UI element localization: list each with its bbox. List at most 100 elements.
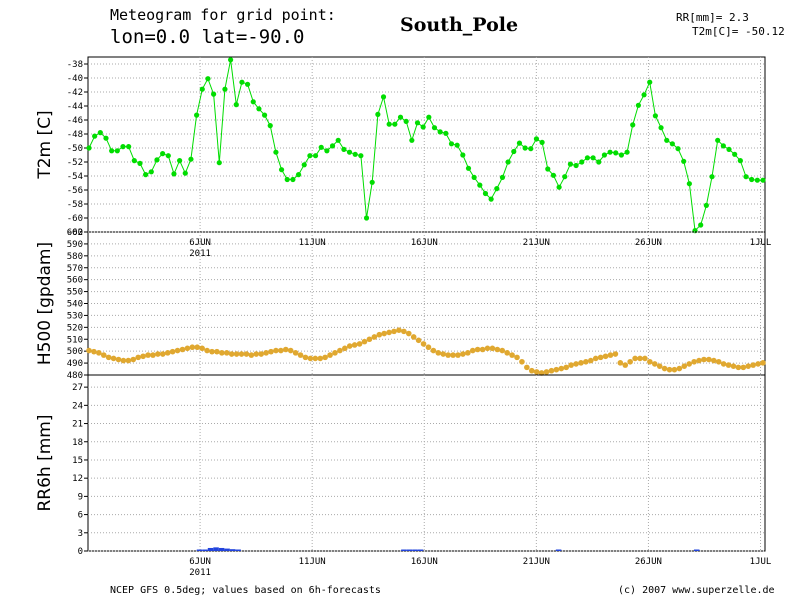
- h500-data-point: [219, 350, 225, 356]
- h500-data-point: [120, 357, 127, 364]
- rr6h-ytick-label: 18: [72, 438, 83, 448]
- h500-data-point: [317, 355, 324, 362]
- h500-data-point: [282, 346, 289, 353]
- t2m-data-point: [114, 148, 120, 154]
- t2m-data-point: [499, 174, 506, 180]
- h500-data-point: [622, 362, 629, 368]
- t2m-ytick-label: -54: [67, 172, 83, 182]
- t2m-data-point: [709, 174, 715, 180]
- t2m-ytick-label: -44: [67, 102, 83, 112]
- h500-data-point: [401, 328, 407, 335]
- h500-data-point: [140, 353, 146, 360]
- t2m-data-point: [295, 172, 302, 178]
- h500-data-point: [430, 347, 437, 354]
- rr6h-bar: [196, 549, 203, 551]
- h500-data-point: [145, 352, 151, 358]
- rr6h-bar: [213, 547, 219, 551]
- t2m-ytick-label: -42: [67, 88, 83, 98]
- h500-data-point: [159, 351, 166, 357]
- t2m-data-point: [380, 94, 387, 100]
- t2m-data-point: [160, 151, 166, 157]
- h500-ytick-label: 550: [67, 288, 83, 298]
- h500-data-point: [179, 346, 186, 353]
- h500-data-point: [681, 363, 688, 369]
- t2m-data-point: [675, 146, 681, 152]
- t2m-data-point: [194, 112, 200, 118]
- h500-data-point: [671, 366, 678, 373]
- h500-data-point: [715, 358, 722, 365]
- h500-data-point: [686, 361, 693, 367]
- h500-data-point: [583, 358, 589, 365]
- t2m-data-point: [329, 143, 336, 149]
- t2m-data-point: [579, 159, 585, 165]
- t2m-data-point: [431, 125, 438, 131]
- h500-data-point: [627, 358, 633, 365]
- rr6h-panel: 27 24 21 18 15 12 9 6 3 0 RR6h [mm]: [35, 374, 766, 557]
- rr6h-bar: [218, 547, 225, 551]
- t2m-data-point: [409, 137, 415, 143]
- h500-data-point: [391, 328, 397, 335]
- h500-data-point: [342, 345, 348, 352]
- t2m-data-point: [641, 92, 647, 98]
- h500-data-point: [100, 352, 107, 358]
- h500-data-point: [248, 352, 255, 358]
- t2m-data-point: [522, 145, 528, 151]
- h500-data-point: [543, 369, 550, 375]
- t2m-data-point: [284, 176, 290, 183]
- h500-data-point: [755, 361, 761, 367]
- t2m-data-point: [715, 137, 721, 143]
- t2m-data-point: [590, 155, 596, 161]
- t2m-data-point: [154, 157, 160, 163]
- t2m-data-point: [426, 114, 432, 120]
- h500-data-point: [135, 354, 141, 361]
- x-tick-label: 16JUN: [411, 557, 438, 567]
- t2m-frame: [87, 56, 766, 233]
- t2m-data-point: [403, 118, 409, 124]
- t2m-data-point: [698, 222, 704, 228]
- h500-data-point: [597, 354, 604, 361]
- h500-data-point: [691, 358, 697, 365]
- t2m-data-point: [177, 158, 183, 164]
- year-label: 2011: [189, 568, 211, 578]
- t2m-data-point: [539, 139, 545, 145]
- t2m-data-point: [669, 141, 675, 147]
- h500-data-point: [696, 357, 702, 364]
- h500-data-point: [273, 347, 279, 354]
- h500-data-point: [676, 365, 683, 372]
- t2m-data-point: [358, 153, 364, 159]
- h500-data-point: [287, 347, 294, 354]
- h500-data-point: [469, 347, 476, 354]
- h500-ytick-label: 570: [67, 264, 83, 274]
- t2m-ytick-label: -52: [67, 158, 83, 168]
- h500-data-point: [632, 355, 638, 362]
- t2m-data-point: [216, 160, 222, 166]
- h500-data-point: [745, 363, 752, 369]
- rr6h-ytick-label: 3: [78, 529, 83, 539]
- rr6h-ytick-label: 6: [78, 511, 83, 521]
- t2m-data-point: [171, 171, 177, 177]
- x-tick-label: 6JUN: [189, 238, 211, 248]
- h500-ytick-label: 490: [67, 359, 83, 369]
- t2m-data-point: [273, 149, 279, 155]
- h500-data-point: [366, 336, 373, 343]
- h500-data-point: [425, 344, 432, 351]
- t2m-data-point: [618, 152, 625, 158]
- t2m-data-point: [392, 121, 398, 127]
- h500-ytick-label: 480: [67, 371, 83, 381]
- t2m-data-point: [244, 81, 251, 87]
- x-tick-label: 11JUN: [299, 557, 326, 567]
- h500-ytick-label: 560: [67, 276, 83, 286]
- h500-ytick-label: 520: [67, 323, 83, 333]
- t2m-data-point: [148, 169, 154, 175]
- rr6h-ytick-label: 0: [78, 547, 83, 557]
- h500-data-point: [337, 347, 343, 354]
- t2m-ytick-label: -48: [67, 130, 83, 140]
- h500-data-point: [105, 354, 112, 361]
- h500-data-point: [258, 351, 264, 357]
- t2m-data-point: [494, 186, 500, 192]
- t2m-data-point: [250, 99, 256, 105]
- h500-data-point: [711, 357, 717, 364]
- h500-data-point: [484, 345, 491, 352]
- h500-data-point: [750, 362, 756, 368]
- t2m-data-point: [352, 151, 358, 157]
